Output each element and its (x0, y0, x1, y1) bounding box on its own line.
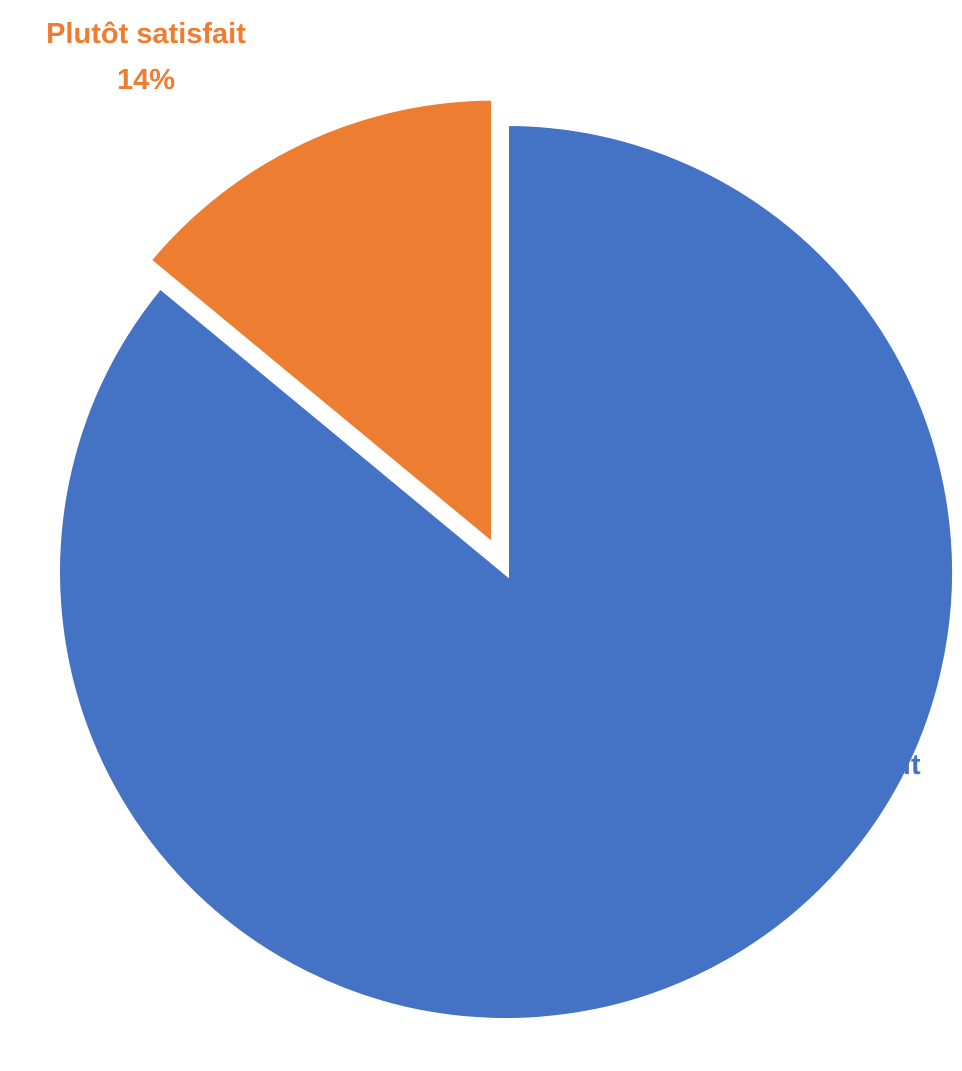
data-label-category-1: Plutôt satisfait (46, 18, 246, 50)
pie-slice-1 (143, 94, 498, 554)
data-label-value-1: 14% (117, 64, 175, 96)
pie-data-labels: Très satisfait 86% Plutôt satisfait 14% (46, 18, 921, 827)
pie-slices (54, 94, 958, 1024)
data-label-category-0: Très satisfait (743, 749, 921, 781)
data-label-value-0: 86% (803, 795, 861, 827)
pie-slice-0 (54, 119, 958, 1024)
